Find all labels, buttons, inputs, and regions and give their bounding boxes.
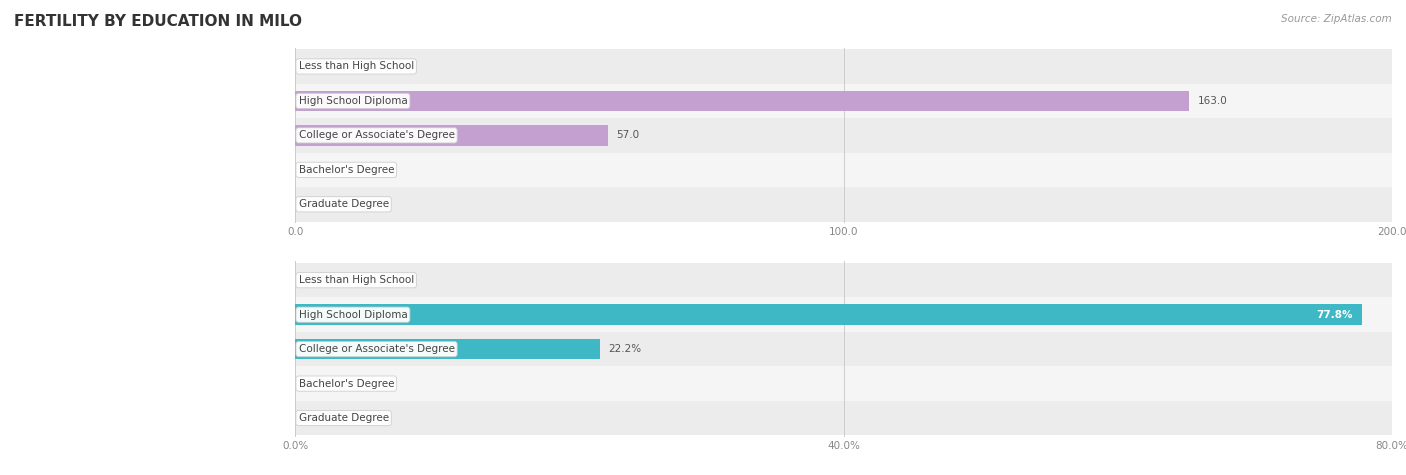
Text: 77.8%: 77.8% (1316, 310, 1353, 320)
Text: Bachelor's Degree: Bachelor's Degree (298, 165, 394, 175)
Bar (295, 118, 1392, 152)
Bar (295, 49, 1392, 84)
Bar (295, 91, 1189, 111)
Text: 163.0: 163.0 (1198, 96, 1227, 106)
Bar (295, 84, 1392, 118)
Text: 0.0: 0.0 (304, 165, 321, 175)
Text: 0.0: 0.0 (304, 61, 321, 71)
Bar (295, 332, 1392, 366)
Text: 0.0: 0.0 (304, 200, 321, 209)
Text: 0.0%: 0.0% (304, 275, 330, 285)
Text: FERTILITY BY EDUCATION IN MILO: FERTILITY BY EDUCATION IN MILO (14, 14, 302, 29)
Text: Graduate Degree: Graduate Degree (298, 200, 388, 209)
Text: High School Diploma: High School Diploma (298, 96, 408, 106)
Bar (295, 187, 1392, 221)
Bar (295, 401, 1392, 435)
Text: Less than High School: Less than High School (298, 61, 413, 71)
Text: 0.0%: 0.0% (304, 379, 330, 389)
Bar (295, 263, 1392, 297)
Text: Graduate Degree: Graduate Degree (298, 413, 388, 423)
Text: Less than High School: Less than High School (298, 275, 413, 285)
Text: 0.0%: 0.0% (304, 413, 330, 423)
Bar (295, 339, 599, 360)
Bar (295, 125, 607, 146)
Text: Bachelor's Degree: Bachelor's Degree (298, 379, 394, 389)
Text: College or Associate's Degree: College or Associate's Degree (298, 344, 454, 354)
Bar (295, 297, 1392, 332)
Text: 57.0: 57.0 (617, 130, 640, 141)
Bar (295, 366, 1392, 401)
Text: High School Diploma: High School Diploma (298, 310, 408, 320)
Text: Source: ZipAtlas.com: Source: ZipAtlas.com (1281, 14, 1392, 24)
Bar (295, 304, 1362, 325)
Bar (295, 152, 1392, 187)
Text: 22.2%: 22.2% (609, 344, 641, 354)
Text: College or Associate's Degree: College or Associate's Degree (298, 130, 454, 141)
